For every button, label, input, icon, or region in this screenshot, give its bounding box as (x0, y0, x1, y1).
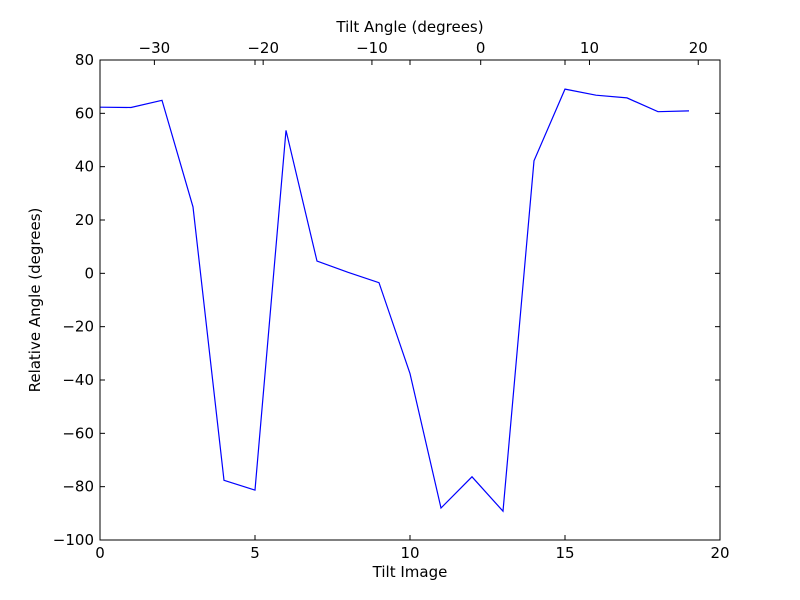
x-tick-label: 0 (95, 544, 105, 562)
x2-tick-label: −20 (247, 39, 279, 57)
y-tick-label: −80 (62, 478, 94, 496)
y-tick-label: −60 (62, 424, 94, 442)
y-tick-label: 60 (75, 104, 94, 122)
x-tick-label: 5 (250, 544, 260, 562)
x2-tick-label: 0 (476, 39, 486, 57)
series-lines (99, 88, 690, 513)
y-tick-label: 0 (84, 264, 94, 282)
series-line (99, 88, 690, 513)
axis-ticks: 0 5 10 15 20−30 −20 −10 0 10 20−100−80−60−40−2002… (53, 39, 730, 562)
y-tick-label: −40 (62, 371, 94, 389)
x2-tick-label: 20 (689, 39, 708, 57)
x2-tick-label: −10 (356, 39, 388, 57)
y-tick-label: 80 (75, 51, 94, 69)
top-x-axis-label: Tilt Angle (degrees) (335, 18, 483, 36)
y-tick-label: −20 (62, 318, 94, 336)
x-axis-label: Tilt Image (372, 563, 448, 581)
x2-tick-label: −30 (139, 39, 171, 57)
x-tick-label: 20 (710, 544, 729, 562)
plot-frame (99, 59, 721, 541)
x2-tick-label: 10 (580, 39, 599, 57)
x-tick-label: 15 (555, 544, 574, 562)
y-tick-label: −100 (53, 531, 94, 549)
y-axis-label: Relative Angle (degrees) (26, 208, 44, 393)
y-tick-label: 40 (75, 158, 94, 176)
x-tick-label: 10 (400, 544, 419, 562)
y-tick-label: 20 (75, 211, 94, 229)
